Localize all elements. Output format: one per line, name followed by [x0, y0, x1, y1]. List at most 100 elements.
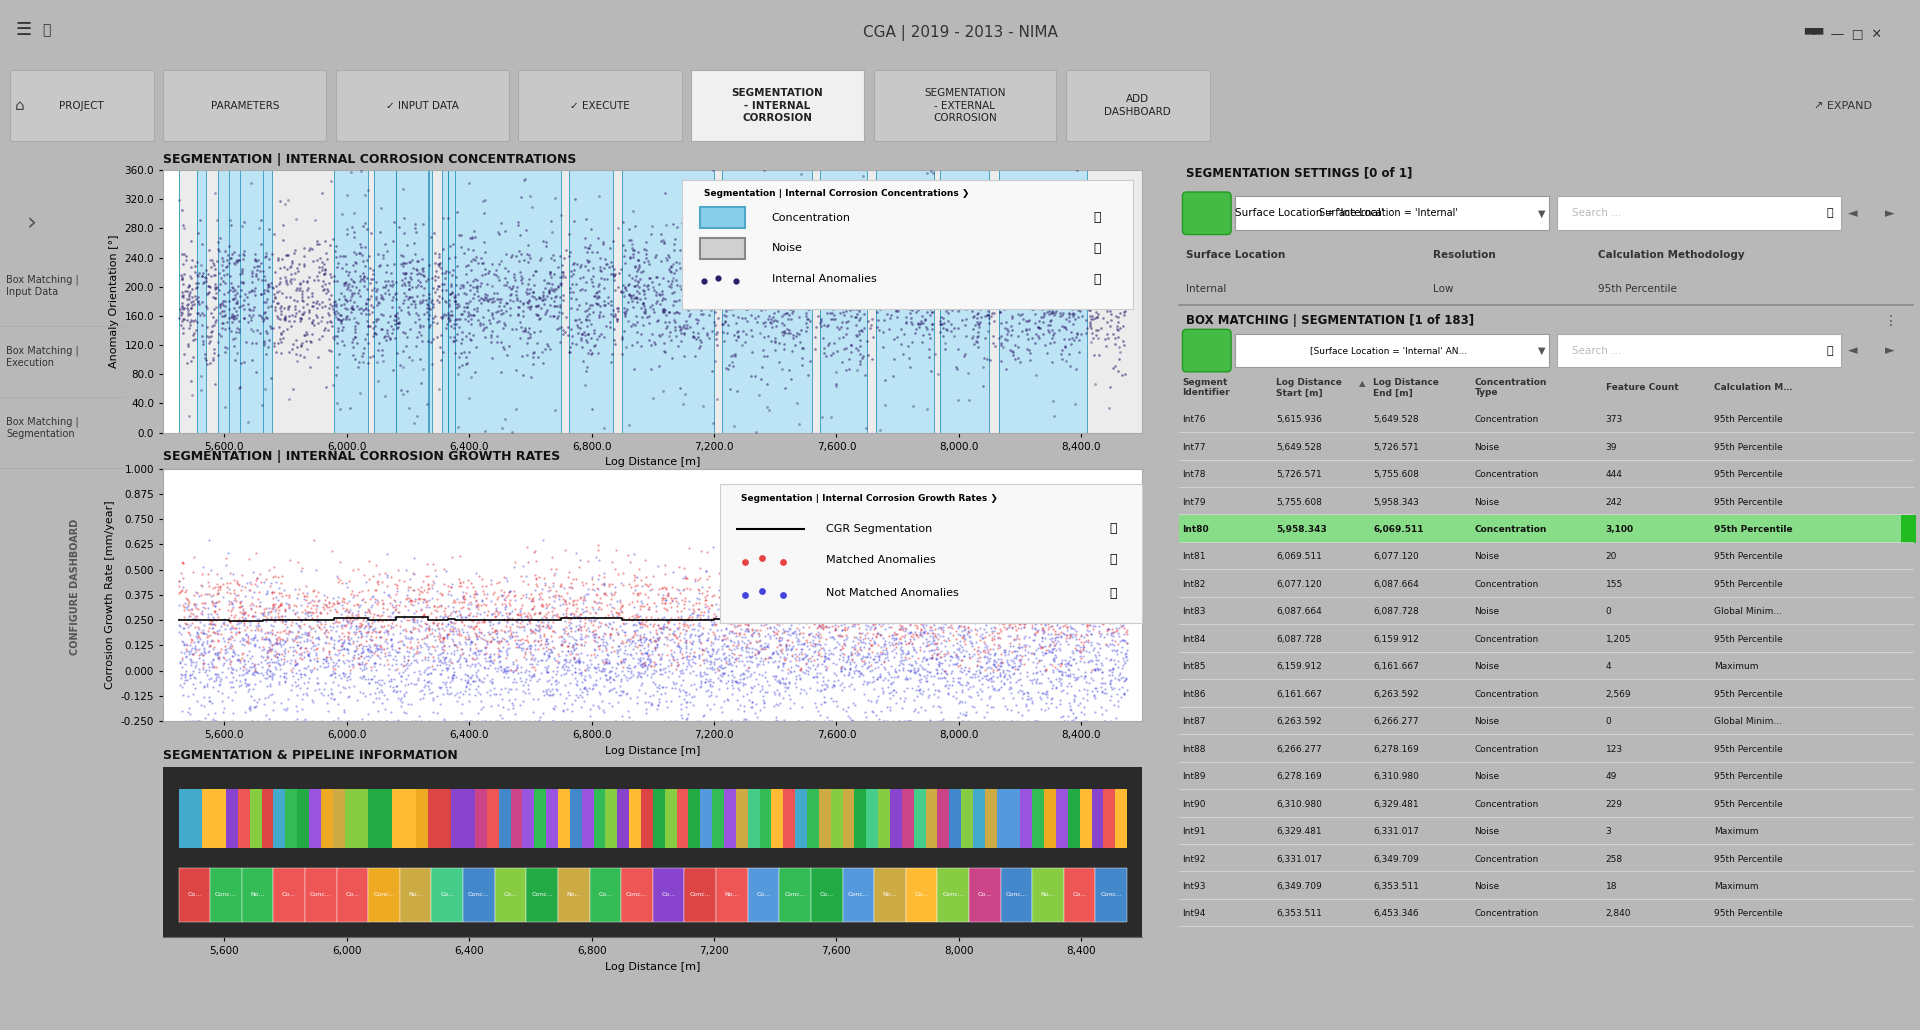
Point: [948, 642, 979, 658]
Point: [810, 348, 841, 365]
Point: [611, 651, 641, 667]
Point: [1060, 614, 1091, 630]
Point: [1035, 691, 1066, 708]
Point: [275, 639, 305, 655]
Point: [428, 629, 459, 646]
Point: [891, 284, 922, 301]
Point: [891, 300, 922, 316]
Point: [336, 606, 367, 622]
Point: [620, 569, 651, 585]
Point: [599, 332, 630, 348]
Point: [409, 651, 440, 667]
Point: [488, 663, 518, 680]
Point: [468, 627, 499, 644]
Point: [1027, 298, 1058, 314]
Point: [787, 549, 818, 565]
Point: [628, 282, 659, 299]
Point: [835, 592, 866, 609]
Point: [697, 616, 728, 632]
Point: [927, 237, 958, 253]
Point: [447, 584, 478, 600]
Point: [244, 615, 275, 631]
Point: [1092, 626, 1123, 643]
Point: [200, 267, 230, 283]
Point: [691, 253, 722, 270]
Bar: [561, 170, 568, 433]
Point: [334, 573, 365, 589]
Point: [305, 299, 336, 315]
Point: [486, 648, 516, 664]
Point: [524, 310, 555, 327]
Point: [991, 610, 1021, 626]
Point: [684, 627, 714, 644]
Point: [455, 632, 486, 649]
Point: [528, 705, 559, 721]
Point: [541, 658, 572, 675]
Point: [520, 552, 551, 569]
Point: [338, 339, 369, 355]
Point: [628, 655, 659, 672]
Point: [1012, 701, 1043, 718]
Bar: [843, 867, 874, 922]
Point: [950, 600, 981, 617]
Point: [622, 612, 653, 628]
Point: [417, 293, 447, 309]
Point: [1048, 583, 1079, 599]
Point: [900, 249, 931, 266]
Point: [497, 616, 528, 632]
Point: [184, 212, 215, 229]
Point: [966, 544, 996, 560]
Point: [958, 308, 989, 324]
Point: [1050, 619, 1081, 636]
Point: [321, 614, 351, 630]
Point: [636, 616, 666, 632]
Point: [593, 578, 624, 594]
Point: [403, 620, 434, 637]
Point: [202, 649, 232, 665]
Point: [964, 658, 995, 675]
Point: [891, 260, 922, 276]
Point: [175, 699, 205, 716]
Point: [490, 598, 520, 615]
Point: [589, 609, 620, 625]
Point: [689, 671, 720, 687]
Point: [860, 616, 891, 632]
Point: [849, 281, 879, 298]
Point: [780, 675, 810, 691]
Point: [708, 606, 739, 622]
Point: [1069, 667, 1100, 684]
Point: [735, 699, 766, 716]
Point: [947, 628, 977, 645]
Point: [687, 306, 718, 322]
Point: [198, 594, 228, 611]
Point: [745, 631, 776, 648]
Point: [1092, 638, 1123, 654]
Point: [349, 331, 380, 347]
Point: [637, 568, 668, 584]
Point: [636, 668, 666, 685]
Point: [735, 641, 766, 657]
Point: [388, 265, 419, 281]
Point: [493, 628, 524, 645]
Point: [561, 654, 591, 671]
Point: [582, 283, 612, 300]
Point: [198, 655, 228, 672]
Point: [363, 690, 394, 707]
Point: [190, 270, 221, 286]
Point: [991, 278, 1021, 295]
Point: [280, 305, 311, 321]
Point: [468, 650, 499, 666]
Point: [580, 642, 611, 658]
Point: [374, 631, 405, 648]
Point: [1108, 673, 1139, 689]
Point: [480, 262, 511, 278]
Point: [420, 656, 451, 673]
Point: [230, 633, 261, 650]
Point: [687, 667, 718, 684]
Point: [280, 630, 311, 647]
Point: [520, 582, 551, 598]
Point: [603, 638, 634, 654]
Point: [363, 641, 394, 657]
Point: [701, 180, 732, 197]
Point: [236, 688, 267, 705]
